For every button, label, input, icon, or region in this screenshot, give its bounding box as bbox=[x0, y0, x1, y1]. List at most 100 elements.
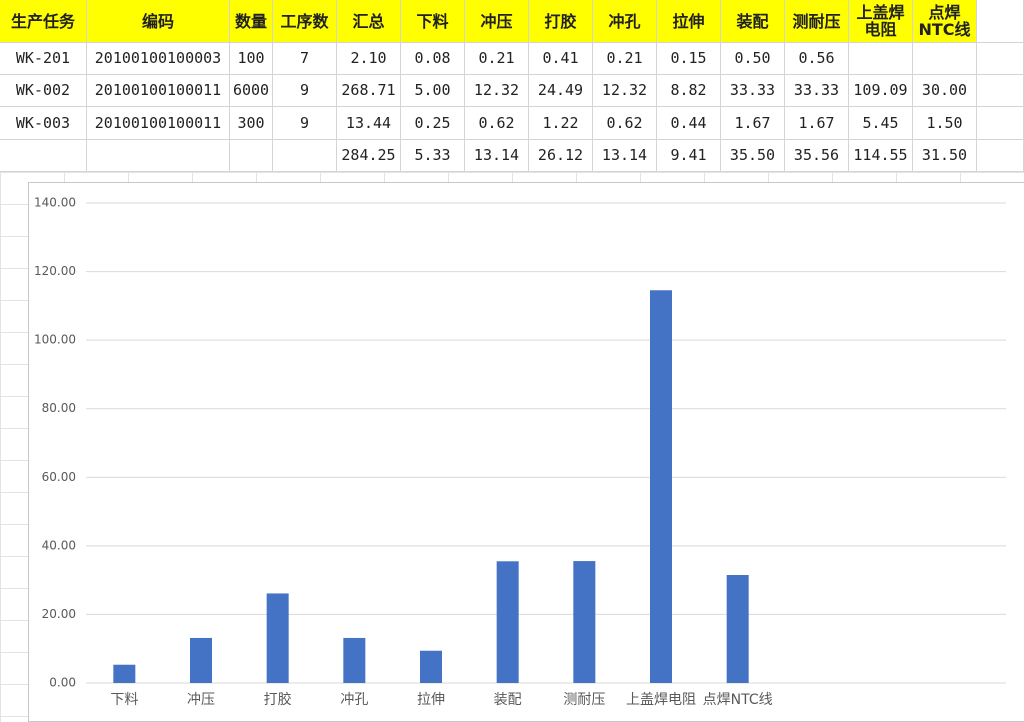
header-cell[interactable]: 打胶 bbox=[529, 0, 593, 43]
x-tick-label: 测耐压 bbox=[563, 692, 605, 708]
header-cell[interactable]: 上盖焊电阻 bbox=[849, 0, 913, 43]
table-cell[interactable]: 5.33 bbox=[401, 140, 465, 172]
table-cell[interactable] bbox=[977, 43, 1024, 75]
table-cell[interactable]: 24.49 bbox=[529, 75, 593, 107]
table-cell[interactable]: WK-201 bbox=[0, 43, 87, 75]
table-cell[interactable]: 33.33 bbox=[785, 75, 849, 107]
table-cell[interactable]: 8.82 bbox=[657, 75, 721, 107]
header-cell[interactable]: 编码 bbox=[87, 0, 230, 43]
y-tick-label: 20.00 bbox=[42, 607, 76, 621]
table-cell[interactable]: 268.71 bbox=[337, 75, 401, 107]
bar bbox=[266, 593, 289, 683]
table-cell[interactable]: 0.08 bbox=[401, 43, 465, 75]
header-cell[interactable]: 点焊NTC线 bbox=[913, 0, 977, 43]
table-cell[interactable]: 7 bbox=[273, 43, 337, 75]
table-cell[interactable]: 35.50 bbox=[721, 140, 785, 172]
y-tick-label: 60.00 bbox=[42, 470, 76, 484]
x-tick-label: 打胶 bbox=[264, 691, 292, 708]
table-cell[interactable]: 0.21 bbox=[465, 43, 529, 75]
table-cell[interactable]: 1.67 bbox=[721, 107, 785, 140]
table-cell[interactable]: 12.32 bbox=[593, 75, 657, 107]
table-cell[interactable]: 13.44 bbox=[337, 107, 401, 140]
bar bbox=[343, 637, 366, 683]
bar bbox=[726, 575, 749, 683]
table-cell[interactable] bbox=[849, 43, 913, 75]
table-cell[interactable]: 20100100100011 bbox=[87, 107, 230, 140]
table-cell[interactable] bbox=[273, 140, 337, 172]
y-tick-label: 40.00 bbox=[42, 538, 76, 552]
table-cell[interactable]: 9.41 bbox=[657, 140, 721, 172]
table-cell[interactable]: 12.32 bbox=[465, 75, 529, 107]
table-cell[interactable] bbox=[230, 140, 273, 172]
table-cell[interactable]: 26.12 bbox=[529, 140, 593, 172]
table-cell[interactable]: WK-003 bbox=[0, 107, 87, 140]
x-tick-label: 下料 bbox=[110, 692, 138, 708]
table-cell[interactable]: 300 bbox=[230, 107, 273, 140]
x-tick-label: 冲孔 bbox=[340, 692, 368, 708]
y-tick-label: 0.00 bbox=[49, 676, 76, 690]
table-cell[interactable] bbox=[977, 107, 1024, 140]
header-cell[interactable]: 数量 bbox=[230, 0, 273, 43]
table-cell[interactable]: 20100100100003 bbox=[87, 43, 230, 75]
table-cell[interactable]: 2.10 bbox=[337, 43, 401, 75]
bar bbox=[573, 561, 596, 683]
table-cell[interactable]: 0.25 bbox=[401, 107, 465, 140]
table-cell[interactable]: 114.55 bbox=[849, 140, 913, 172]
header-cell[interactable]: 生产任务 bbox=[0, 0, 87, 43]
header-cell[interactable]: 工序数 bbox=[273, 0, 337, 43]
header-cell[interactable]: 冲压 bbox=[465, 0, 529, 43]
table-cell[interactable]: 1.22 bbox=[529, 107, 593, 140]
table-cell[interactable]: 20100100100011 bbox=[87, 75, 230, 107]
table-cell[interactable]: 1.50 bbox=[913, 107, 977, 140]
header-cell[interactable]: 汇总 bbox=[337, 0, 401, 43]
bar bbox=[420, 650, 442, 683]
table-cell[interactable]: 9 bbox=[273, 107, 337, 140]
table-cell[interactable]: 31.50 bbox=[913, 140, 977, 172]
table-cell[interactable] bbox=[87, 140, 230, 172]
y-tick-label: 80.00 bbox=[42, 401, 76, 415]
table-cell[interactable]: 13.14 bbox=[465, 140, 529, 172]
table-cell[interactable]: 100 bbox=[230, 43, 273, 75]
table-cell[interactable]: 6000 bbox=[230, 75, 273, 107]
y-tick-label: 100.00 bbox=[34, 333, 76, 347]
table-cell[interactable]: 0.15 bbox=[657, 43, 721, 75]
x-tick-label: 点焊NTC线 bbox=[703, 692, 773, 708]
table-cell[interactable]: 33.33 bbox=[721, 75, 785, 107]
table-cell[interactable]: 284.25 bbox=[337, 140, 401, 172]
table-cell[interactable]: WK-002 bbox=[0, 75, 87, 107]
table-cell[interactable]: 0.44 bbox=[657, 107, 721, 140]
table-cell[interactable]: 0.62 bbox=[593, 107, 657, 140]
table-cell[interactable]: 5.45 bbox=[849, 107, 913, 140]
table-cell[interactable] bbox=[0, 140, 87, 172]
x-tick-label: 冲压 bbox=[187, 692, 215, 708]
y-tick-label: 120.00 bbox=[34, 264, 76, 278]
header-cell[interactable]: 下料 bbox=[401, 0, 465, 43]
header-cell[interactable]: 冲孔 bbox=[593, 0, 657, 43]
table-cell[interactable]: 109.09 bbox=[849, 75, 913, 107]
bar bbox=[190, 637, 212, 683]
table-cell[interactable]: 13.14 bbox=[593, 140, 657, 172]
chart: 0.00 20.00 40.00 60.00 80.00 100.00 120.00 140.… bbox=[28, 182, 1024, 722]
table-cell[interactable]: 0.21 bbox=[593, 43, 657, 75]
table-cell[interactable]: 0.56 bbox=[785, 43, 849, 75]
bar bbox=[496, 561, 519, 683]
table-cell[interactable] bbox=[977, 0, 1024, 43]
table-cell[interactable] bbox=[913, 43, 977, 75]
table-cell[interactable]: 35.56 bbox=[785, 140, 849, 172]
header-cell[interactable]: 装配 bbox=[721, 0, 785, 43]
table-cell[interactable]: 9 bbox=[273, 75, 337, 107]
table-cell[interactable] bbox=[977, 75, 1024, 107]
table-cell[interactable] bbox=[977, 140, 1024, 172]
y-tick-label: 140.00 bbox=[34, 196, 76, 210]
table-cell[interactable]: 0.62 bbox=[465, 107, 529, 140]
table-cell[interactable]: 0.41 bbox=[529, 43, 593, 75]
header-cell[interactable]: 测耐压 bbox=[785, 0, 849, 43]
x-tick-label: 拉伸 bbox=[417, 692, 445, 708]
table-cell[interactable]: 5.00 bbox=[401, 75, 465, 107]
table-cell[interactable]: 0.50 bbox=[721, 43, 785, 75]
table-cell[interactable]: 30.00 bbox=[913, 75, 977, 107]
header-cell[interactable]: 拉伸 bbox=[657, 0, 721, 43]
x-tick-label: 装配 bbox=[494, 692, 522, 708]
table-cell[interactable]: 1.67 bbox=[785, 107, 849, 140]
